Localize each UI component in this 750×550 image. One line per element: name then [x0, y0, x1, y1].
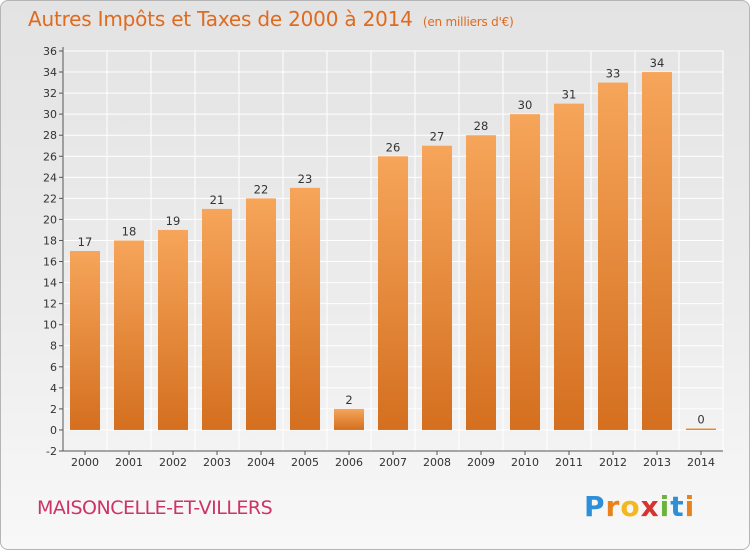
x-tick-label-2013: 2013: [643, 456, 671, 469]
bar-2001: [114, 240, 144, 430]
value-label-2001: 18: [122, 224, 137, 238]
y-tick-label: 4: [50, 382, 57, 395]
bar-2007: [378, 156, 408, 430]
y-tick-label: -2: [46, 445, 57, 458]
bar-2003: [202, 208, 232, 430]
y-tick-label: 14: [43, 277, 57, 290]
bar-2013: [642, 72, 672, 430]
value-label-2003: 21: [210, 193, 225, 207]
logo-letter-i1: i: [659, 490, 671, 523]
value-label-2013: 34: [650, 56, 665, 70]
bar-2004: [246, 198, 276, 430]
x-tick-label-2008: 2008: [423, 456, 451, 469]
x-tick-label-2012: 2012: [599, 456, 627, 469]
bars: [70, 72, 716, 430]
chart-unit: (en milliers d'€): [422, 15, 514, 29]
x-tick-label-2007: 2007: [379, 456, 407, 469]
bar-2005: [290, 187, 320, 430]
y-tick-label: 8: [50, 340, 57, 353]
value-label-2006: 2: [345, 393, 352, 407]
x-tick-label-2010: 2010: [511, 456, 539, 469]
value-label-2008: 27: [430, 130, 445, 144]
y-tick-label: 20: [43, 213, 57, 226]
x-tick-label-2005: 2005: [291, 456, 319, 469]
value-label-2002: 19: [166, 214, 181, 228]
y-tick-label: 6: [50, 361, 57, 374]
value-label-2009: 28: [474, 119, 489, 133]
y-tick-label: 12: [43, 298, 57, 311]
bar-2011: [554, 103, 584, 430]
x-tick-label-2006: 2006: [335, 456, 363, 469]
value-label-2007: 26: [386, 140, 401, 154]
bar-2000: [70, 251, 100, 430]
bar-2014: [686, 428, 716, 430]
logo-letter-x: x: [640, 490, 660, 523]
y-tick-label: 18: [43, 234, 57, 247]
value-label-2005: 23: [298, 172, 313, 186]
value-label-2014: 0: [697, 412, 704, 426]
value-label-2012: 33: [606, 67, 621, 81]
bar-2002: [158, 229, 188, 430]
proxiti-logo: Proxiti: [584, 490, 695, 523]
bar-2008: [422, 145, 452, 430]
chart-title-text: Autres Impôts et Taxes de 2000 à 2014: [28, 7, 413, 31]
logo-letter-o: o: [620, 490, 641, 523]
logo-letter-t: t: [670, 490, 685, 523]
y-tick-label: 10: [43, 319, 57, 332]
bar-2006: [334, 408, 364, 430]
y-tick-label: 0: [50, 424, 57, 437]
chart-title: Autres Impôts et Taxes de 2000 à 2014 (e…: [28, 7, 514, 31]
logo-letter-i2: i: [684, 490, 696, 523]
value-label-2010: 30: [518, 98, 533, 112]
x-tick-label-2011: 2011: [555, 456, 583, 469]
value-label-2000: 17: [78, 235, 93, 249]
location-name: MAISONCELLE-ET-VILLERS: [37, 497, 273, 519]
logo-letter-r: r: [605, 490, 621, 523]
y-tick-label: 16: [43, 256, 57, 269]
x-tick-label-2002: 2002: [159, 456, 187, 469]
y-tick-label: 30: [43, 108, 57, 121]
x-tick-label-2003: 2003: [203, 456, 231, 469]
x-tick-label-2000: 2000: [71, 456, 99, 469]
y-tick-label: 34: [43, 66, 57, 79]
bar-2009: [466, 135, 496, 430]
value-label-2011: 31: [562, 88, 577, 102]
value-label-2004: 22: [254, 182, 269, 196]
y-tick-label: 26: [43, 150, 57, 163]
labels: 17 18 19 21 22 23 2 26 27 28 30 31 33 34 0: [78, 56, 705, 426]
logo-letter-p: P: [584, 490, 606, 523]
y-tick-label: 22: [43, 192, 57, 205]
x-tick-label-2009: 2009: [467, 456, 495, 469]
bar-2010: [510, 114, 540, 430]
x-tick-label-2001: 2001: [115, 456, 143, 469]
y-tick-label: 36: [43, 45, 57, 58]
x-tick-label-2004: 2004: [247, 456, 275, 469]
y-tick-label: 2: [50, 403, 57, 416]
x-tick-label-2014: 2014: [687, 456, 715, 469]
y-tick-label: 32: [43, 87, 57, 100]
y-tick-label: 28: [43, 129, 57, 142]
y-tick-label: 24: [43, 171, 57, 184]
bar-2012: [598, 82, 628, 430]
